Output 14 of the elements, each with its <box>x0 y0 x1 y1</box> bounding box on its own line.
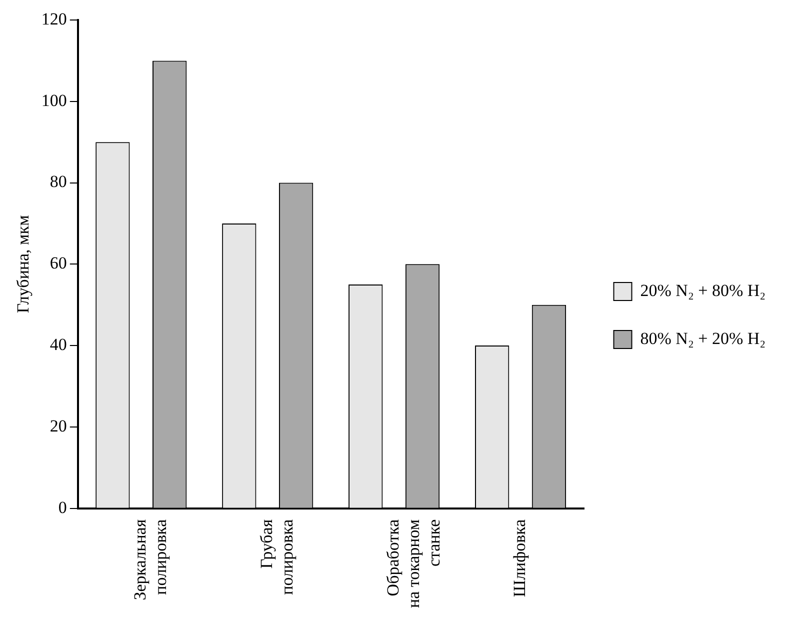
y-tick-label: 100 <box>41 90 67 110</box>
x-tick-label: Грубая полировка <box>257 518 296 595</box>
legend-label: 20% N₂ + 80% H₂ <box>640 280 766 300</box>
x-tick-label: Зеркальная полировка <box>130 518 170 600</box>
x-tick-label: Обработка на токарном станке <box>384 518 444 608</box>
y-tick-label: 20 <box>50 416 67 436</box>
y-tick-label: 60 <box>50 254 67 273</box>
y-tick-label: 120 <box>41 9 67 28</box>
x-tick-label: Шлифовка <box>510 518 529 598</box>
y-tick-label: 80 <box>50 172 67 192</box>
legend-label: 80% N₂ + 20% H₂ <box>640 328 766 348</box>
y-axis-title: Глубина, мкм <box>14 214 33 314</box>
y-tick-label: 0 <box>58 498 67 517</box>
y-tick-label: 40 <box>50 335 67 354</box>
